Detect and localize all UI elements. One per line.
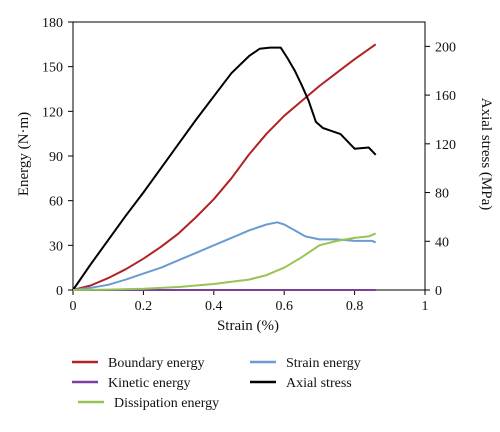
left-y-tick-label: 60 bbox=[49, 195, 63, 210]
left-y-tick-label: 30 bbox=[49, 239, 63, 254]
x-tick-label: 1 bbox=[422, 299, 429, 314]
series-line-axial-stress bbox=[72, 46, 377, 291]
series-line-dissipation-energy bbox=[72, 232, 377, 291]
legend-label-strain-energy: Strain energy bbox=[286, 356, 361, 371]
x-tick-label: 0.8 bbox=[346, 299, 364, 314]
legend-label-kinetic-energy: Kinetic energy bbox=[108, 376, 191, 391]
right-y-tick-label: 200 bbox=[435, 40, 456, 55]
right-y-tick-label: 80 bbox=[435, 187, 449, 202]
legend: Boundary energy Strain energy Kinetic ener… bbox=[72, 356, 361, 411]
left-y-axis-title: Energy (N·m) bbox=[16, 112, 32, 196]
series-layer bbox=[72, 43, 377, 291]
left-y-tick-label: 120 bbox=[42, 105, 63, 120]
left-y-tick-label: 0 bbox=[56, 284, 63, 299]
right-y-axis-title: Axial stress (MPa) bbox=[478, 98, 494, 211]
right-y-tick-label: 0 bbox=[435, 284, 442, 299]
x-tick-label: 0 bbox=[70, 299, 77, 314]
axes-layer: 0 0.2 0.4 0.6 0.8 103060901201501800408012016… bbox=[42, 16, 456, 314]
legend-label-dissipation-energy: Dissipation energy bbox=[114, 396, 219, 411]
left-y-tick-label: 150 bbox=[42, 61, 63, 76]
right-y-tick-label: 120 bbox=[435, 138, 456, 153]
left-y-tick-label: 90 bbox=[49, 150, 63, 165]
series-line-boundary-energy bbox=[72, 43, 377, 291]
legend-label-boundary-energy: Boundary energy bbox=[108, 356, 205, 371]
series-line-strain-energy bbox=[72, 221, 377, 291]
right-y-tick-label: 40 bbox=[435, 235, 449, 250]
right-y-tick-label: 160 bbox=[435, 89, 456, 104]
x-tick-label: 0.4 bbox=[205, 299, 223, 314]
x-tick-label: 0.6 bbox=[275, 299, 293, 314]
x-axis-title: Strain (%) bbox=[217, 318, 279, 334]
x-tick-label: 0.2 bbox=[135, 299, 153, 314]
left-y-tick-label: 180 bbox=[42, 16, 63, 31]
legend-label-axial-stress: Axial stress bbox=[286, 376, 352, 391]
